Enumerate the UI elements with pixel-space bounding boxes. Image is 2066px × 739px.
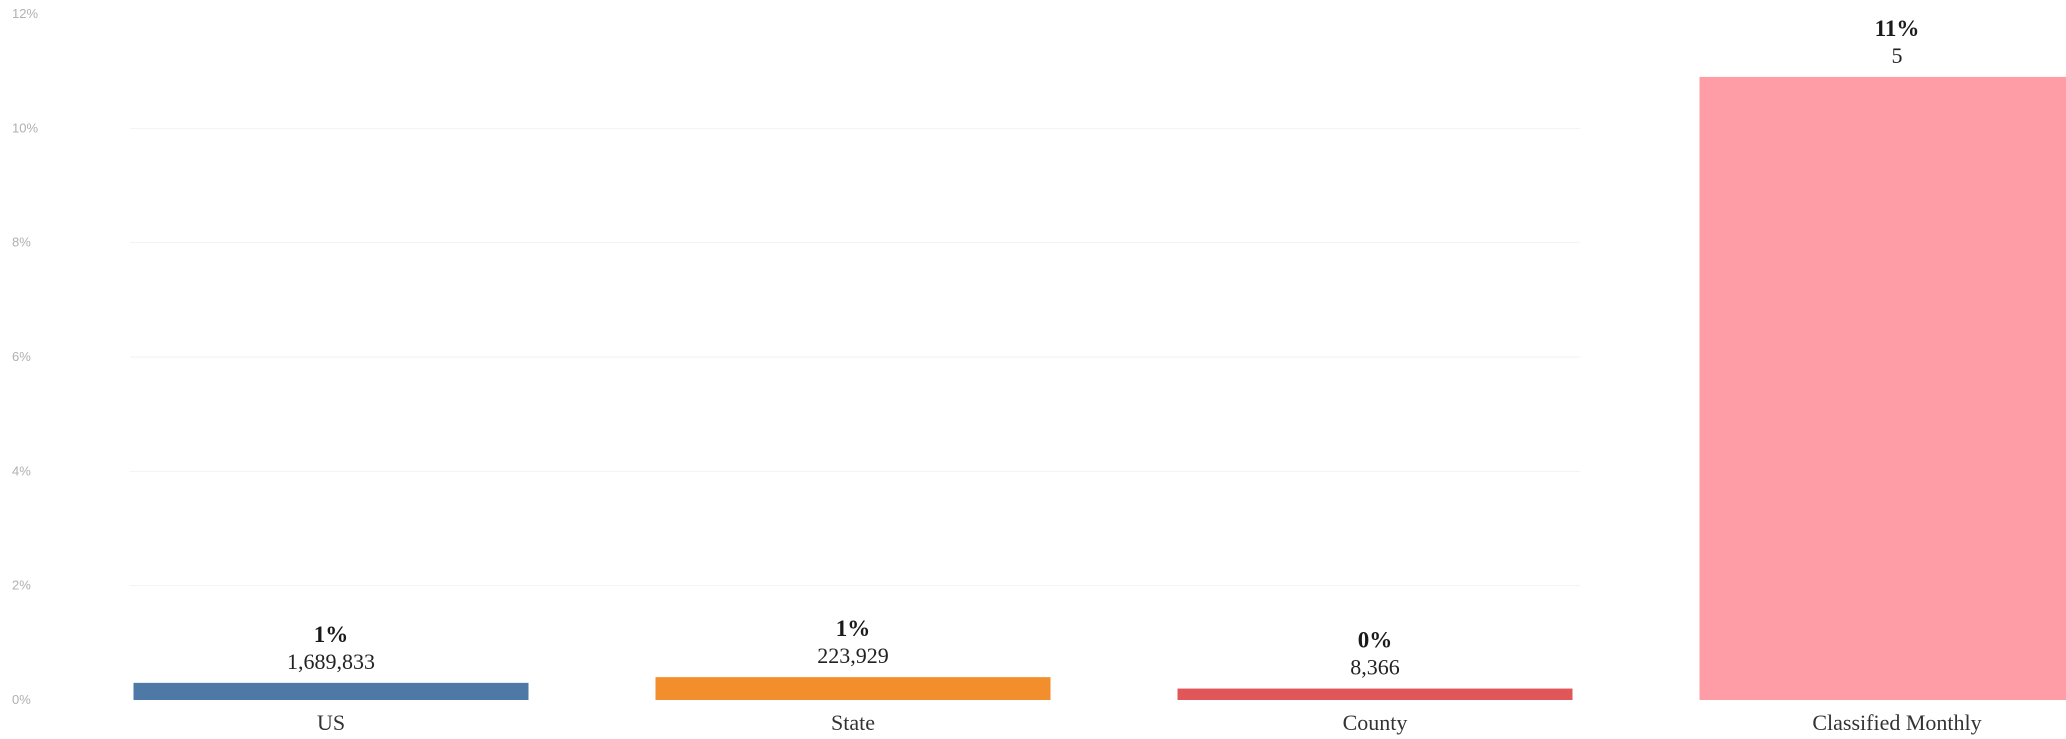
x-tick-label: State [831, 710, 875, 735]
gridlines [130, 127, 1580, 587]
x-tick-label: Classified Monthly [1812, 710, 1981, 735]
bar-state [655, 677, 1051, 700]
x-tick-label: County [1343, 710, 1408, 735]
bar-us [133, 682, 529, 700]
y-tick-label: 0% [12, 692, 31, 707]
y-tick-label: 12% [12, 6, 38, 21]
y-tick-label: 10% [12, 120, 38, 135]
y-tick-label: 4% [12, 463, 31, 478]
x-tick-label: US [317, 710, 345, 735]
y-tick-label: 6% [12, 349, 31, 364]
bar-county [1177, 688, 1573, 700]
bar-classified-monthly [1699, 76, 2066, 701]
x-axis: US State County Classified Monthly [317, 710, 1982, 735]
bar-count-label: 1,689,833 [287, 649, 375, 674]
bar-percent-label: 1% [314, 622, 349, 647]
bar-percent-label: 1% [836, 616, 871, 641]
y-tick-label: 8% [12, 235, 31, 250]
bars [133, 76, 2066, 701]
bar-count-label: 8,366 [1350, 655, 1400, 680]
bar-percent-label: 11% [1875, 16, 1920, 41]
y-tick-label: 2% [12, 578, 31, 593]
bar-count-label: 5 [1892, 43, 1903, 68]
bar-percent-label: 0% [1358, 628, 1393, 653]
bar-count-label: 223,929 [817, 643, 889, 668]
y-axis: 0% 2% 4% 6% 8% 10% 12% [12, 6, 38, 707]
